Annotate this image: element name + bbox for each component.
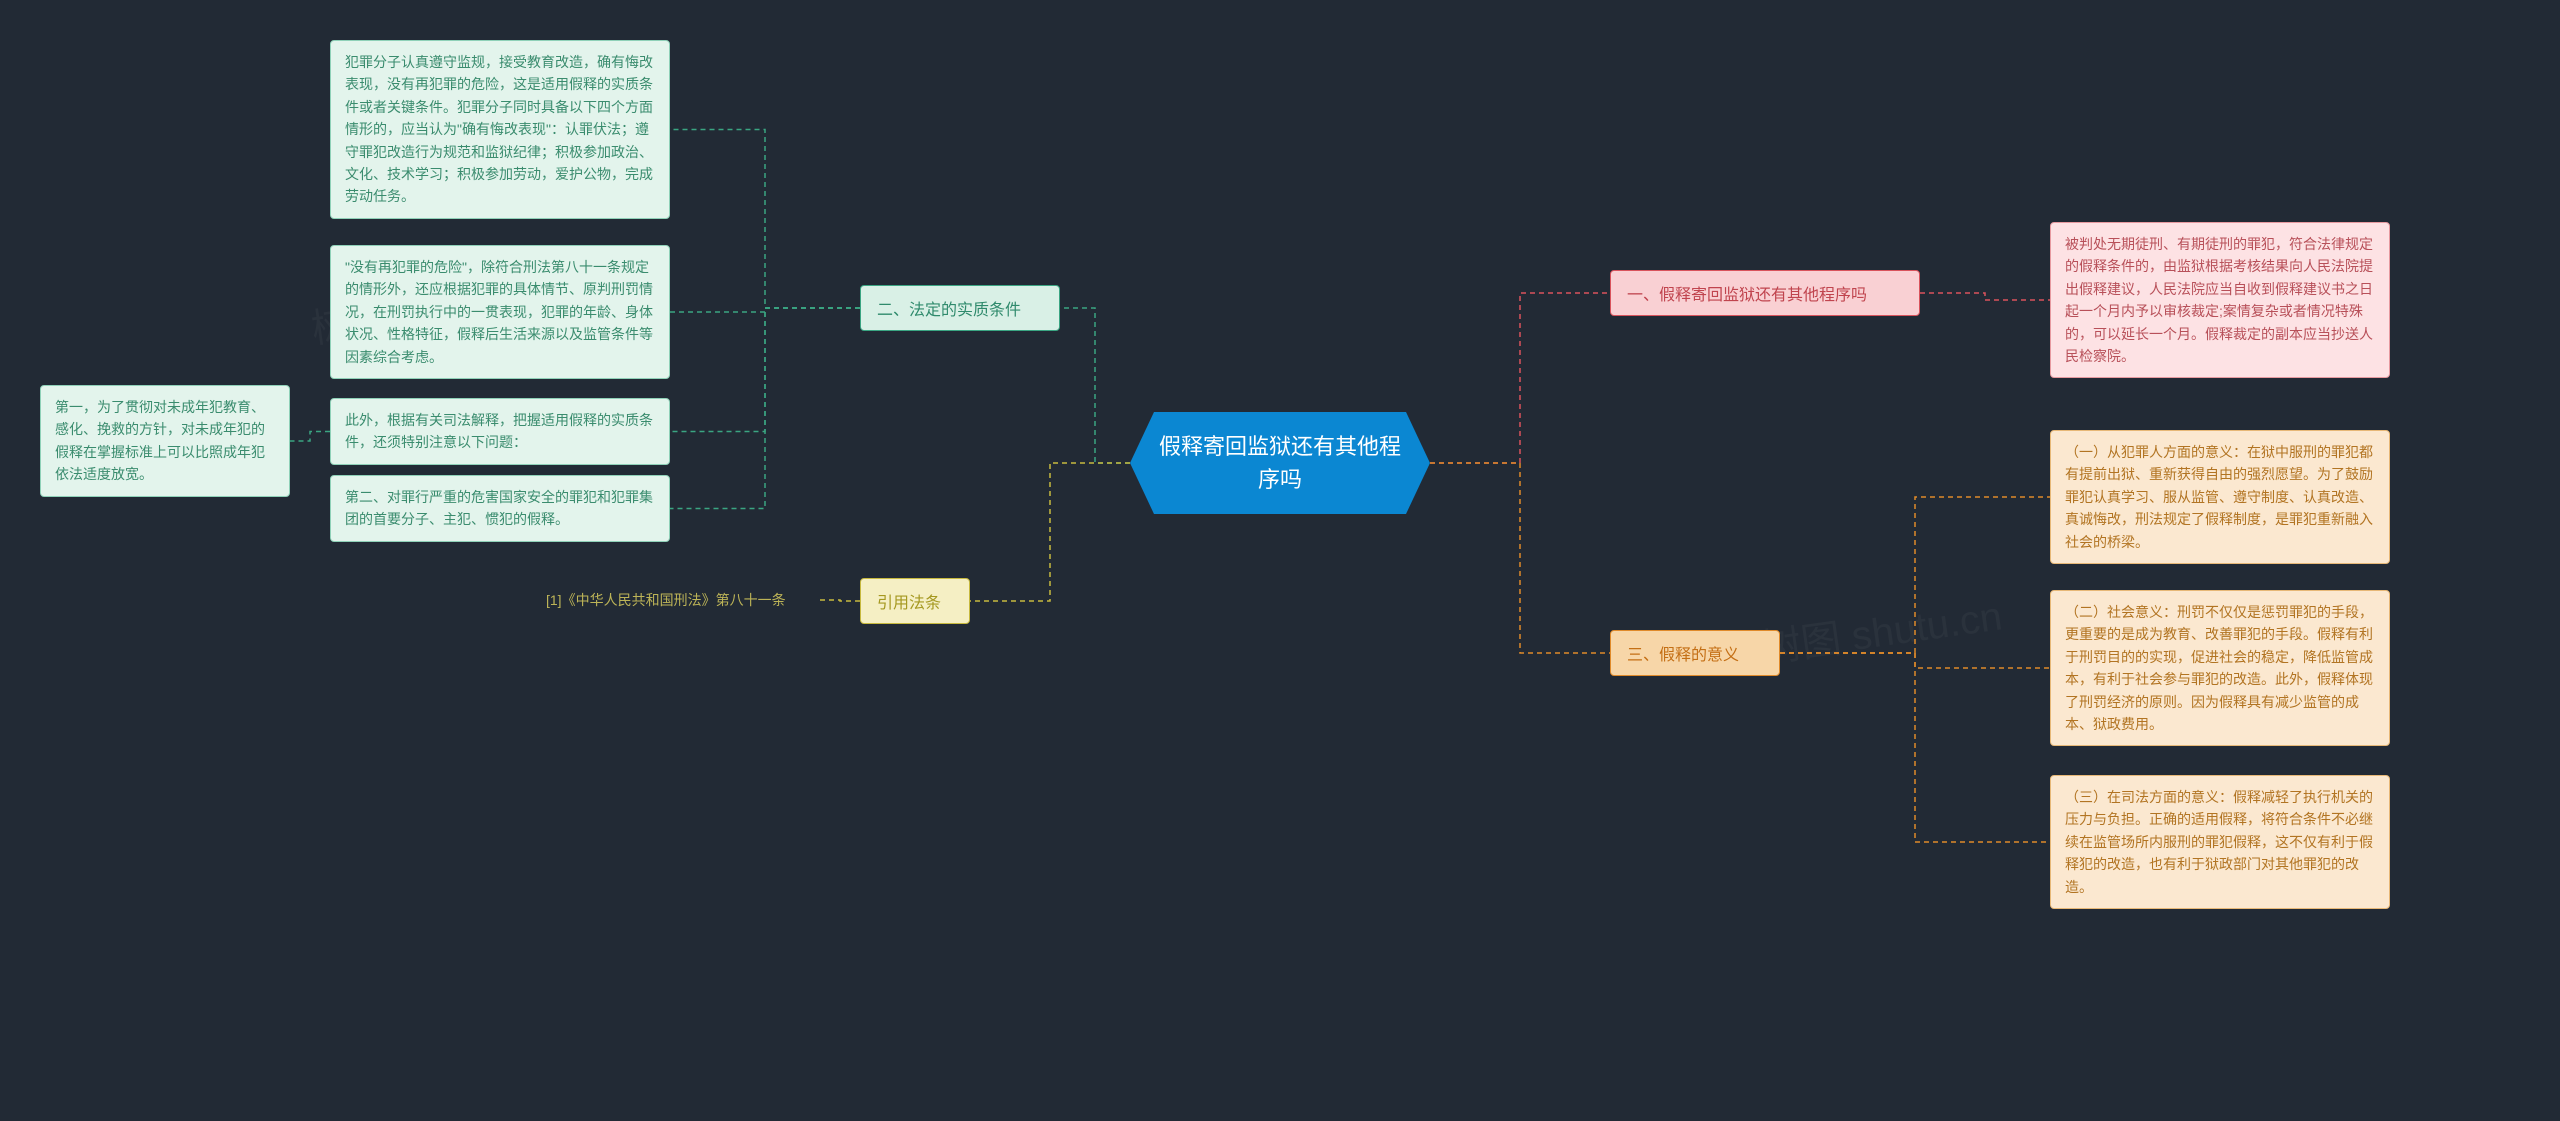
branch-node: 三、假释的意义 xyxy=(1610,630,1780,676)
leaf-node: （一）从犯罪人方面的意义：在狱中服刑的罪犯都有提前出狱、重新获得自由的强烈愿望。… xyxy=(2050,430,2390,564)
center-node: 假释寄回监狱还有其他程序吗 xyxy=(1130,412,1430,514)
watermark: 树图 shutu.cn xyxy=(1757,583,2005,674)
leaf-node: （三）在司法方面的意义：假释减轻了执行机关的压力与负担。正确的适用假释，将符合条… xyxy=(2050,775,2390,909)
leaf-node: 第一，为了贯彻对未成年犯教育、感化、挽救的方针，对未成年犯的假释在掌握标准上可以… xyxy=(40,385,290,497)
leaf-node: [1]《中华人民共和国刑法》第八十一条 xyxy=(540,585,820,615)
leaf-node: 被判处无期徒刑、有期徒刑的罪犯，符合法律规定的假释条件的，由监狱根据考核结果向人… xyxy=(2050,222,2390,378)
leaf-node: "没有再犯罪的危险"，除符合刑法第八十一条规定的情形外，还应根据犯罪的具体情节、… xyxy=(330,245,670,379)
leaf-node: 第二、对罪行严重的危害国家安全的罪犯和犯罪集团的首要分子、主犯、惯犯的假释。 xyxy=(330,475,670,542)
branch-node: 一、假释寄回监狱还有其他程序吗 xyxy=(1610,270,1920,316)
leaf-node: （二）社会意义：刑罚不仅仅是惩罚罪犯的手段，更重要的是成为教育、改善罪犯的手段。… xyxy=(2050,590,2390,746)
branch-node: 二、法定的实质条件 xyxy=(860,285,1060,331)
leaf-node: 此外，根据有关司法解释，把握适用假释的实质条件，还须特别注意以下问题： xyxy=(330,398,670,465)
branch-node: 引用法条 xyxy=(860,578,970,624)
leaf-node: 犯罪分子认真遵守监规，接受教育改造，确有悔改表现，没有再犯罪的危险，这是适用假释… xyxy=(330,40,670,219)
